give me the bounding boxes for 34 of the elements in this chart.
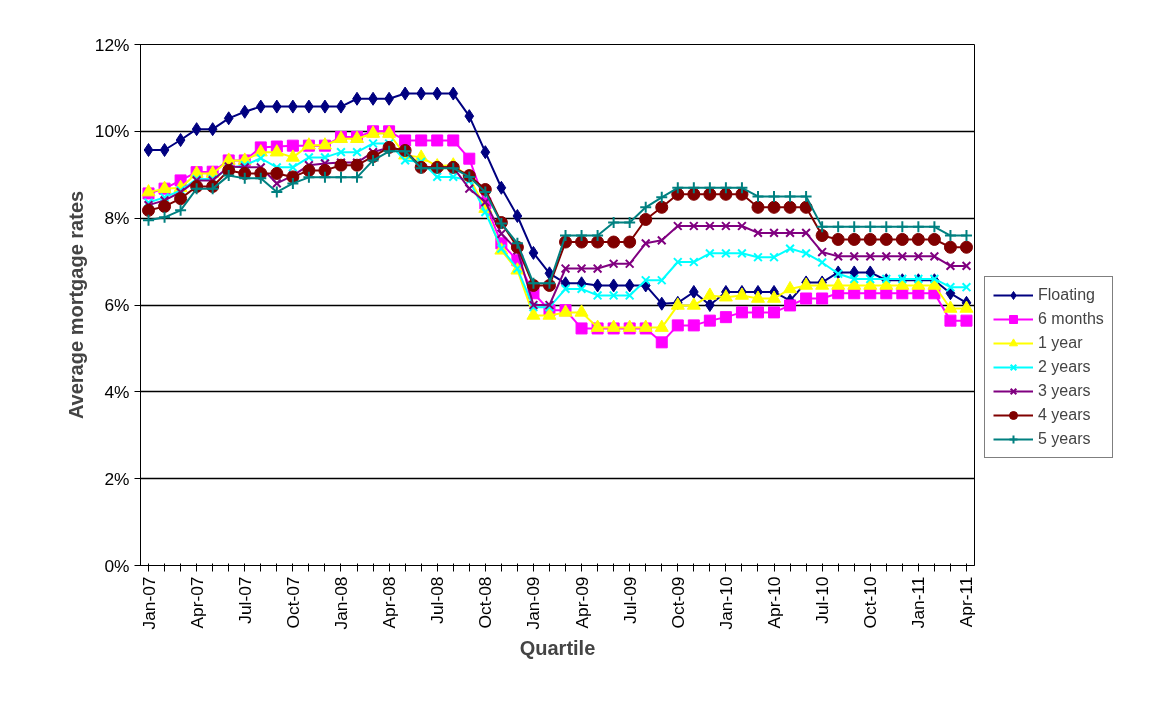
x-tick-label: Jul-07 bbox=[234, 576, 255, 624]
y-axis-title: Average mortgage rates bbox=[64, 190, 87, 420]
x-tick-label: Apr-07 bbox=[186, 576, 207, 629]
x-tick-label: Jan-11 bbox=[908, 576, 929, 629]
y-tick-label: 10% bbox=[94, 121, 130, 142]
legend-label: 1 year bbox=[1038, 334, 1083, 352]
x-tick-label: Oct-07 bbox=[282, 576, 303, 629]
legend-label: 6 months bbox=[1038, 310, 1104, 328]
x-tick-label: Jan-10 bbox=[715, 576, 736, 630]
y-tick-label: 4% bbox=[104, 381, 130, 402]
x-tick-label: Oct-08 bbox=[475, 576, 496, 629]
legend-label: 4 years bbox=[1038, 406, 1091, 424]
y-tick-label: 8% bbox=[104, 208, 130, 229]
x-tick-label: Oct-09 bbox=[667, 576, 688, 629]
y-tick-label: 12% bbox=[94, 34, 130, 55]
legend-label: 5 years bbox=[1038, 430, 1091, 448]
x-tick-label: Apr-10 bbox=[764, 576, 785, 629]
x-tick-label: Apr-09 bbox=[571, 576, 592, 629]
x-tick-label: Jan-09 bbox=[523, 576, 544, 630]
y-tick-label: 6% bbox=[104, 295, 130, 315]
x-axis-title: Quartile bbox=[519, 637, 596, 660]
x-tick-label: Apr-11 bbox=[956, 576, 977, 628]
legend-label: 3 years bbox=[1038, 382, 1091, 400]
y-tick-label: 2% bbox=[104, 468, 130, 489]
y-tick-label: 0% bbox=[104, 555, 130, 576]
x-tick-label: Jul-10 bbox=[812, 576, 833, 624]
x-tick-label: Oct-10 bbox=[860, 576, 881, 629]
x-tick-label: Jan-07 bbox=[138, 576, 159, 630]
x-tick-label: Apr-08 bbox=[379, 576, 400, 629]
legend-label: Floating bbox=[1038, 286, 1095, 304]
x-tick-label: Jul-09 bbox=[619, 576, 640, 624]
legend-label: 2 years bbox=[1038, 358, 1091, 376]
x-tick-label: Jul-08 bbox=[427, 576, 448, 624]
x-tick-label: Jan-08 bbox=[330, 576, 351, 630]
